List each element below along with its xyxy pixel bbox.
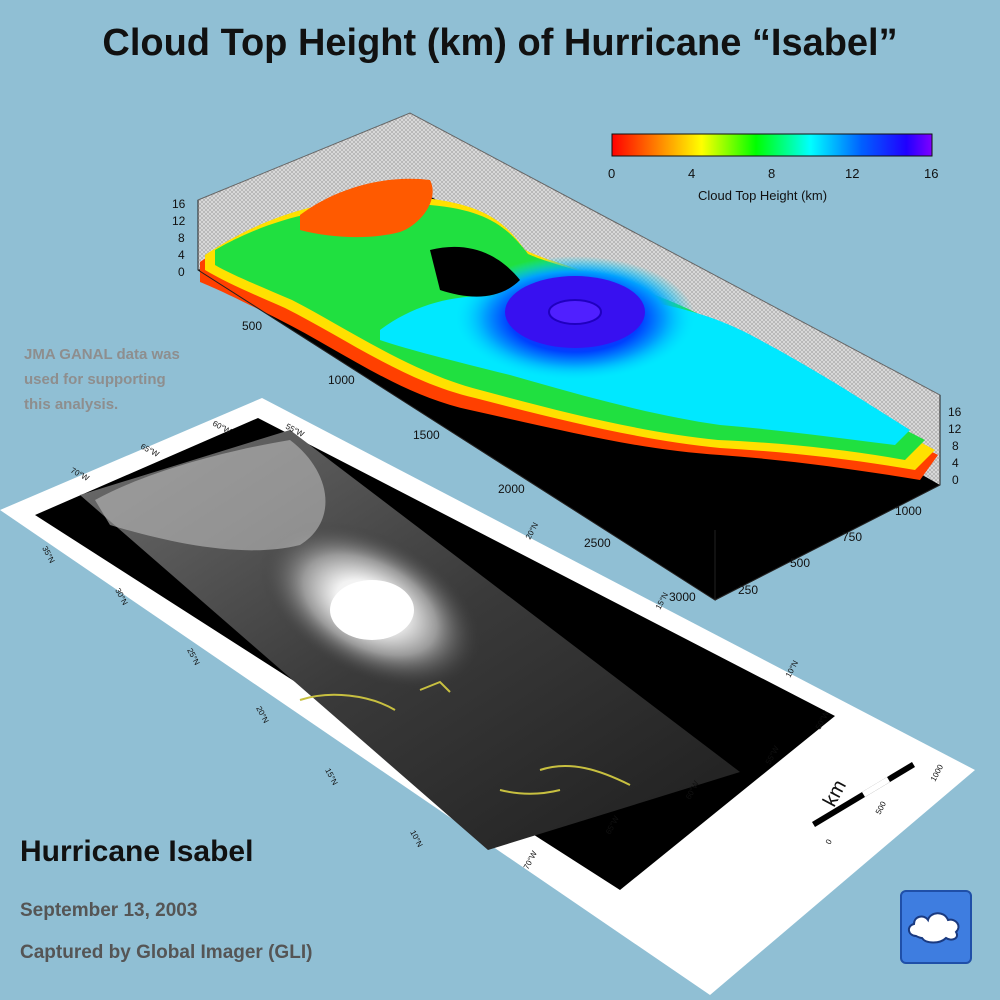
z-tick-left: 4 — [178, 248, 185, 262]
x-axis: 500 1000 1500 2000 2500 3000 — [242, 319, 696, 604]
z-tick-left: 12 — [172, 214, 186, 228]
x-tick: 500 — [242, 319, 262, 333]
clear-sky-gap — [430, 246, 520, 297]
colorbar-tick: 0 — [608, 166, 615, 181]
caption-source: Captured by Global Imager (GLI) — [20, 942, 313, 963]
z-tick-right: 8 — [952, 439, 959, 453]
storm-eye-bright — [330, 580, 414, 640]
note-line: JMA GANAL data was — [24, 346, 180, 363]
y-tick: 750 — [842, 530, 862, 544]
y-axis: 1000 750 500 250 — [738, 504, 922, 597]
x-tick: 1000 — [328, 373, 355, 387]
surface-frame — [197, 200, 716, 601]
lat-label-right: 15°N — [654, 591, 670, 611]
logo-badge — [900, 890, 972, 964]
z-axis-right: 16 12 8 4 0 — [948, 405, 962, 487]
z-axis-left: 16 12 8 4 0 — [172, 197, 186, 279]
z-tick-left: 16 — [172, 197, 186, 211]
colorbar-gradient — [611, 133, 933, 157]
satellite-map: 35°N 30°N 25°N 20°N 15°N 10°N 70°W 65°W … — [0, 398, 975, 995]
colorbar-label: Cloud Top Height (km) — [698, 188, 827, 203]
caption-date: September 13, 2003 — [20, 900, 198, 921]
colorbar-tick: 16 — [924, 166, 938, 181]
x-tick: 1500 — [413, 428, 440, 442]
colorbar-tick: 12 — [845, 166, 859, 181]
surface-frame-right — [714, 395, 941, 601]
page-title: Cloud Top Height (km) of Hurricane “Isab… — [102, 22, 898, 64]
y-tick: 500 — [790, 556, 810, 570]
z-tick-left: 0 — [178, 265, 185, 279]
lat-label-right: 20°N — [524, 521, 540, 541]
x-tick: 2000 — [498, 482, 525, 496]
x-tick: 2500 — [584, 536, 611, 550]
z-tick-right: 12 — [948, 422, 962, 436]
z-tick-right: 0 — [952, 473, 959, 487]
x-tick: 3000 — [669, 590, 696, 604]
note-line: used for supporting — [24, 371, 166, 388]
lat-label-right: 10°N — [784, 659, 800, 679]
z-tick-left: 8 — [178, 231, 185, 245]
lat-label: 25°N — [185, 647, 201, 667]
northern-orange-cells — [300, 178, 433, 238]
colorbar: 0 4 8 12 16 Cloud Top Height (km) — [608, 133, 938, 203]
analysis-note: JMA GANAL data was used for supporting t… — [24, 342, 224, 417]
northern-cloud-band — [95, 440, 326, 551]
caption-title: Hurricane Isabel — [20, 835, 254, 868]
y-tick: 1000 — [895, 504, 922, 518]
colorbar-tick: 4 — [688, 166, 695, 181]
cloud-height-surface: 16 12 8 4 0 16 12 8 4 0 500 1000 1500 20… — [172, 112, 962, 604]
lat-label: 15°N — [323, 767, 339, 787]
colorbar-tick: 8 — [768, 166, 775, 181]
y-tick: 250 — [738, 583, 758, 597]
z-tick-right: 16 — [948, 405, 962, 419]
cloud-icon — [908, 912, 960, 944]
lat-label: 35°N — [40, 545, 56, 565]
hurricane-eye-center — [548, 299, 602, 325]
lat-label: 10°N — [408, 829, 424, 849]
z-tick-right: 4 — [952, 456, 959, 470]
caribbean-islands — [299, 680, 631, 795]
scale-tick: 0 — [824, 837, 834, 846]
note-line: this analysis. — [24, 396, 119, 413]
lat-label: 20°N — [254, 705, 270, 725]
